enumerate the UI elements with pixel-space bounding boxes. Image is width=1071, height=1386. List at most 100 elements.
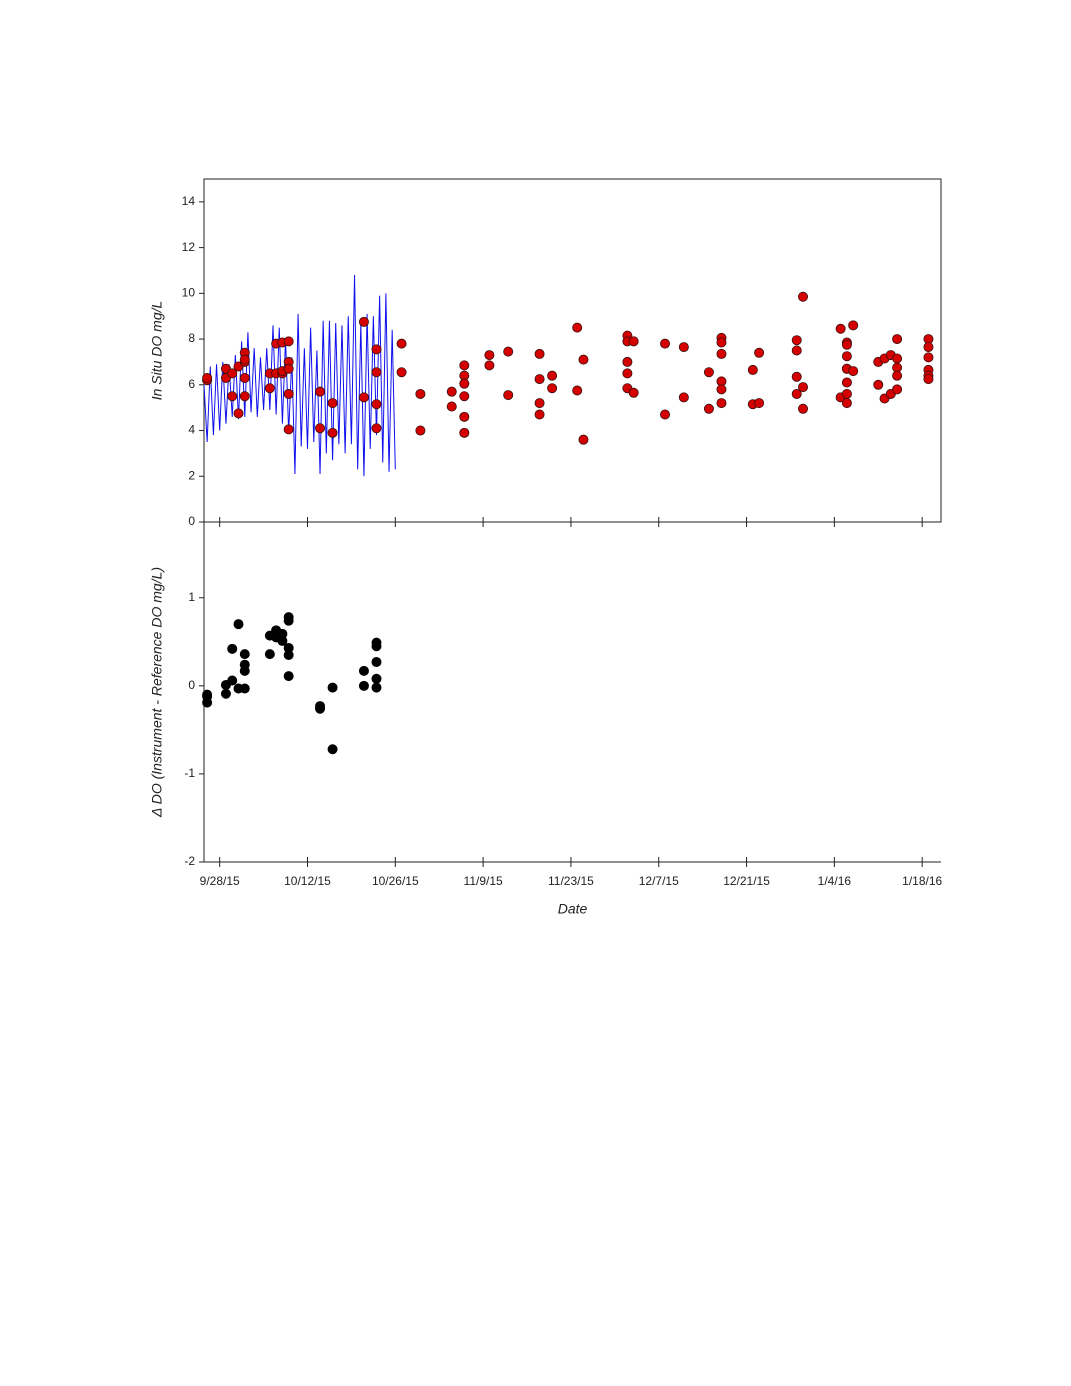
data-point	[239, 372, 250, 383]
data-point	[371, 641, 382, 652]
data-point	[283, 336, 294, 347]
data-point	[315, 703, 326, 714]
data-point	[923, 374, 934, 385]
data-point	[315, 423, 326, 434]
data-point	[371, 673, 382, 684]
y-tick-label: 14	[182, 194, 196, 208]
y-tick-label: -2	[184, 854, 195, 868]
data-point	[327, 682, 338, 693]
data-point	[873, 379, 884, 390]
data-point	[848, 320, 859, 331]
data-point	[660, 338, 671, 349]
data-point	[534, 348, 545, 359]
data-point	[371, 657, 382, 668]
data-point	[283, 363, 294, 374]
data-point	[220, 688, 231, 699]
data-point	[841, 388, 852, 399]
data-point	[283, 671, 294, 682]
x-tick-label: 10/26/15	[372, 874, 419, 888]
data-point	[227, 391, 238, 402]
data-point	[233, 619, 244, 630]
data-point	[239, 665, 250, 676]
data-point	[892, 384, 903, 395]
data-point	[622, 356, 633, 367]
data-point	[227, 643, 238, 654]
data-point	[660, 409, 671, 420]
y-tick-label: 0	[188, 678, 195, 692]
data-point	[841, 351, 852, 362]
data-point	[716, 384, 727, 395]
data-point	[798, 403, 809, 414]
data-point	[503, 390, 514, 401]
data-point	[227, 675, 238, 686]
data-point	[503, 346, 514, 357]
data-point	[923, 342, 934, 353]
data-point	[277, 635, 288, 646]
data-point	[791, 335, 802, 346]
data-point	[892, 353, 903, 364]
data-point	[415, 388, 426, 399]
data-point	[798, 382, 809, 393]
data-point	[848, 366, 859, 377]
data-point	[264, 383, 275, 394]
data-point	[446, 401, 457, 412]
data-point	[283, 388, 294, 399]
data-point	[841, 377, 852, 388]
data-point	[358, 316, 369, 327]
data-point	[791, 371, 802, 382]
data-point	[459, 427, 470, 438]
data-point	[358, 665, 369, 676]
data-point	[202, 372, 213, 383]
data-point	[534, 398, 545, 409]
data-point	[239, 683, 250, 694]
data-point	[628, 336, 639, 347]
data-point	[578, 434, 589, 445]
x-tick-label: 12/21/15	[723, 874, 770, 888]
data-point	[892, 370, 903, 381]
data-point	[703, 367, 714, 378]
data-point	[264, 649, 275, 660]
data-point	[572, 385, 583, 396]
data-point	[835, 323, 846, 334]
data-point	[315, 386, 326, 397]
x-tick-label: 11/23/15	[548, 874, 594, 888]
data-point	[716, 337, 727, 348]
data-point	[578, 354, 589, 365]
data-point	[747, 364, 758, 375]
x-tick-label: 11/9/15	[464, 874, 503, 888]
data-point	[283, 424, 294, 435]
data-point	[923, 352, 934, 363]
data-point	[396, 367, 407, 378]
data-point	[841, 398, 852, 409]
data-point	[534, 409, 545, 420]
data-point	[798, 291, 809, 302]
data-point	[754, 347, 765, 358]
data-point	[239, 649, 250, 660]
data-point	[703, 403, 714, 414]
y-tick-label: 2	[188, 468, 195, 482]
data-point	[283, 615, 294, 626]
data-point	[327, 744, 338, 755]
y-tick-label: -1	[184, 766, 195, 780]
y-tick-label: 4	[188, 423, 195, 437]
y-tick-label: 10	[182, 286, 196, 300]
data-point	[415, 425, 426, 436]
data-point	[678, 392, 689, 403]
y-axis-label: Δ DO (Instrument - Reference DO mg/L)	[149, 567, 165, 818]
y-tick-label: 8	[188, 331, 195, 345]
data-point	[459, 411, 470, 422]
y-tick-label: 6	[188, 377, 195, 391]
data-point	[547, 370, 558, 381]
data-point	[239, 391, 250, 402]
y-tick-label: 0	[188, 514, 195, 528]
data-point	[716, 348, 727, 359]
data-point	[396, 338, 407, 349]
data-point	[678, 342, 689, 353]
data-point	[754, 398, 765, 409]
x-tick-label: 12/7/15	[639, 874, 679, 888]
data-point	[327, 427, 338, 438]
data-point	[547, 383, 558, 394]
data-point	[283, 650, 294, 661]
y-axis-label: In Situ DO mg/L	[149, 301, 165, 401]
